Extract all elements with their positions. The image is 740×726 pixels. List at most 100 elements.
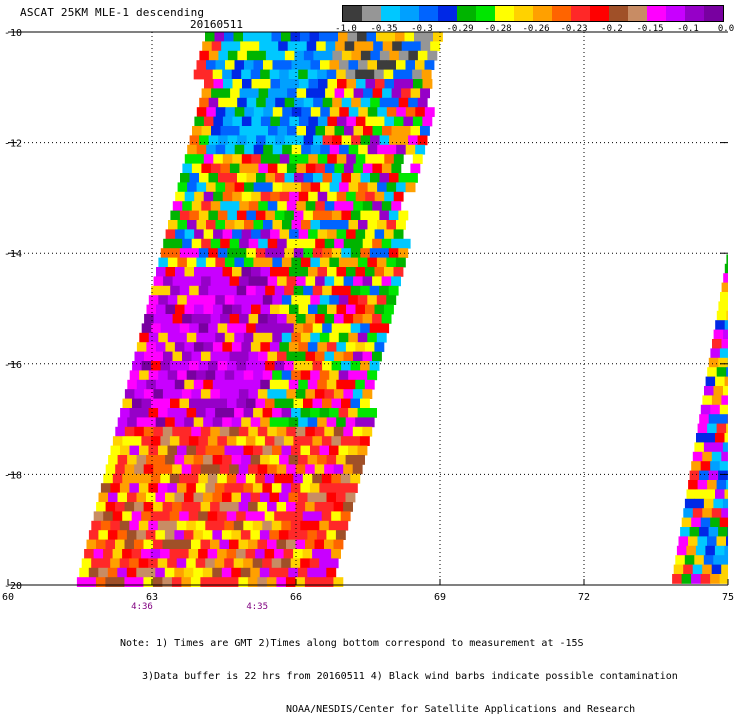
swath-cell bbox=[273, 220, 283, 230]
swath-cell bbox=[279, 417, 289, 427]
swath-cell bbox=[349, 220, 359, 230]
footnote-line-2: 3)Data buffer is 22 hrs from 20160511 4)… bbox=[142, 671, 678, 682]
swath-cell bbox=[247, 135, 257, 145]
swath-cell bbox=[280, 229, 290, 239]
swath-cell bbox=[343, 389, 353, 399]
swath-cell bbox=[268, 201, 278, 211]
swath-cell bbox=[239, 352, 249, 362]
swath-cell bbox=[425, 60, 435, 70]
swath-cell bbox=[201, 239, 211, 249]
swath-cell bbox=[273, 107, 283, 117]
swath-cell bbox=[168, 370, 178, 380]
swath-cell bbox=[139, 333, 149, 343]
swath-cell bbox=[346, 380, 356, 390]
swath-cell bbox=[211, 314, 221, 324]
swath-cell bbox=[161, 286, 171, 296]
swath-cell bbox=[415, 107, 425, 117]
swath-cell bbox=[272, 295, 282, 305]
swath-cell bbox=[372, 239, 382, 249]
swath-cell bbox=[401, 239, 411, 249]
swath-cell bbox=[301, 258, 311, 268]
swath-cell bbox=[189, 211, 199, 221]
swath-cell bbox=[310, 333, 320, 343]
swath-cell bbox=[215, 408, 225, 418]
swath-cell bbox=[298, 493, 308, 503]
swath-cell bbox=[704, 442, 714, 452]
swath-cell bbox=[344, 276, 354, 286]
swath-cell bbox=[240, 88, 250, 98]
swath-cell bbox=[717, 480, 727, 490]
swath-cell bbox=[365, 342, 375, 352]
swath-cell bbox=[170, 286, 180, 296]
swath-cell bbox=[303, 436, 313, 446]
swath-cell bbox=[282, 107, 292, 117]
swath-cell bbox=[308, 229, 318, 239]
swath-cell bbox=[175, 267, 185, 277]
swath-cell bbox=[367, 32, 377, 42]
swath-cell bbox=[303, 511, 313, 521]
swath-cell bbox=[204, 229, 214, 239]
swath-cell bbox=[151, 361, 161, 371]
swath-cell bbox=[251, 493, 261, 503]
swath-cell bbox=[683, 565, 693, 575]
swath-cell bbox=[192, 352, 202, 362]
swath-cell bbox=[320, 295, 330, 305]
swath-cell bbox=[709, 471, 719, 481]
swath-cell bbox=[216, 60, 226, 70]
swath-cell bbox=[268, 314, 278, 324]
swath-cell bbox=[706, 377, 716, 387]
swath-cell bbox=[301, 60, 311, 70]
swath-cell bbox=[310, 558, 320, 568]
swath-cell bbox=[246, 474, 256, 484]
swath-cell bbox=[289, 455, 299, 465]
swath-cell bbox=[315, 164, 325, 174]
swath-cell bbox=[175, 380, 185, 390]
swath-cell bbox=[349, 107, 359, 117]
swath-cell bbox=[139, 521, 149, 531]
swath-cell bbox=[151, 286, 161, 296]
swath-cell bbox=[154, 276, 164, 286]
swath-cell bbox=[343, 464, 353, 474]
swath-cell bbox=[210, 577, 220, 587]
swath-cell bbox=[249, 352, 259, 362]
swath-cell bbox=[168, 258, 178, 268]
swath-cell bbox=[380, 173, 390, 183]
swath-cell bbox=[348, 295, 358, 305]
swath-cell bbox=[218, 323, 228, 333]
swath-cell bbox=[227, 323, 237, 333]
swath-cell bbox=[276, 577, 286, 587]
swath-cell bbox=[142, 399, 152, 409]
swath-cell bbox=[172, 427, 182, 437]
swath-cell bbox=[712, 565, 722, 575]
swath-cell bbox=[346, 342, 356, 352]
swath-cell bbox=[215, 558, 225, 568]
swath-cell bbox=[132, 474, 142, 484]
swath-cell bbox=[341, 361, 351, 371]
swath-cell bbox=[187, 145, 197, 155]
swath-cell bbox=[161, 248, 171, 258]
swath-cell bbox=[710, 518, 720, 528]
swath-cell bbox=[327, 192, 337, 202]
swath-cell bbox=[420, 126, 430, 136]
swath-cell bbox=[266, 51, 276, 61]
swath-cell bbox=[234, 333, 244, 343]
swath-cell bbox=[225, 370, 235, 380]
swath-cell bbox=[279, 455, 289, 465]
swath-cell bbox=[277, 314, 287, 324]
swath-cell bbox=[336, 530, 346, 540]
swath-cell bbox=[410, 164, 420, 174]
swath-cell bbox=[712, 395, 722, 405]
swath-cell bbox=[260, 417, 270, 427]
swath-cell bbox=[330, 145, 340, 155]
lat-label: -12 bbox=[4, 139, 22, 150]
swath-cell bbox=[311, 182, 321, 192]
swath-cell bbox=[239, 427, 249, 437]
swath-cell bbox=[203, 342, 213, 352]
swath-cell bbox=[318, 79, 328, 89]
swath-cell bbox=[222, 342, 232, 352]
swath-cell bbox=[297, 88, 307, 98]
swath-cell bbox=[185, 305, 195, 315]
swath-cell bbox=[377, 182, 387, 192]
swath-cell bbox=[715, 320, 725, 330]
swath-cell bbox=[129, 483, 139, 493]
